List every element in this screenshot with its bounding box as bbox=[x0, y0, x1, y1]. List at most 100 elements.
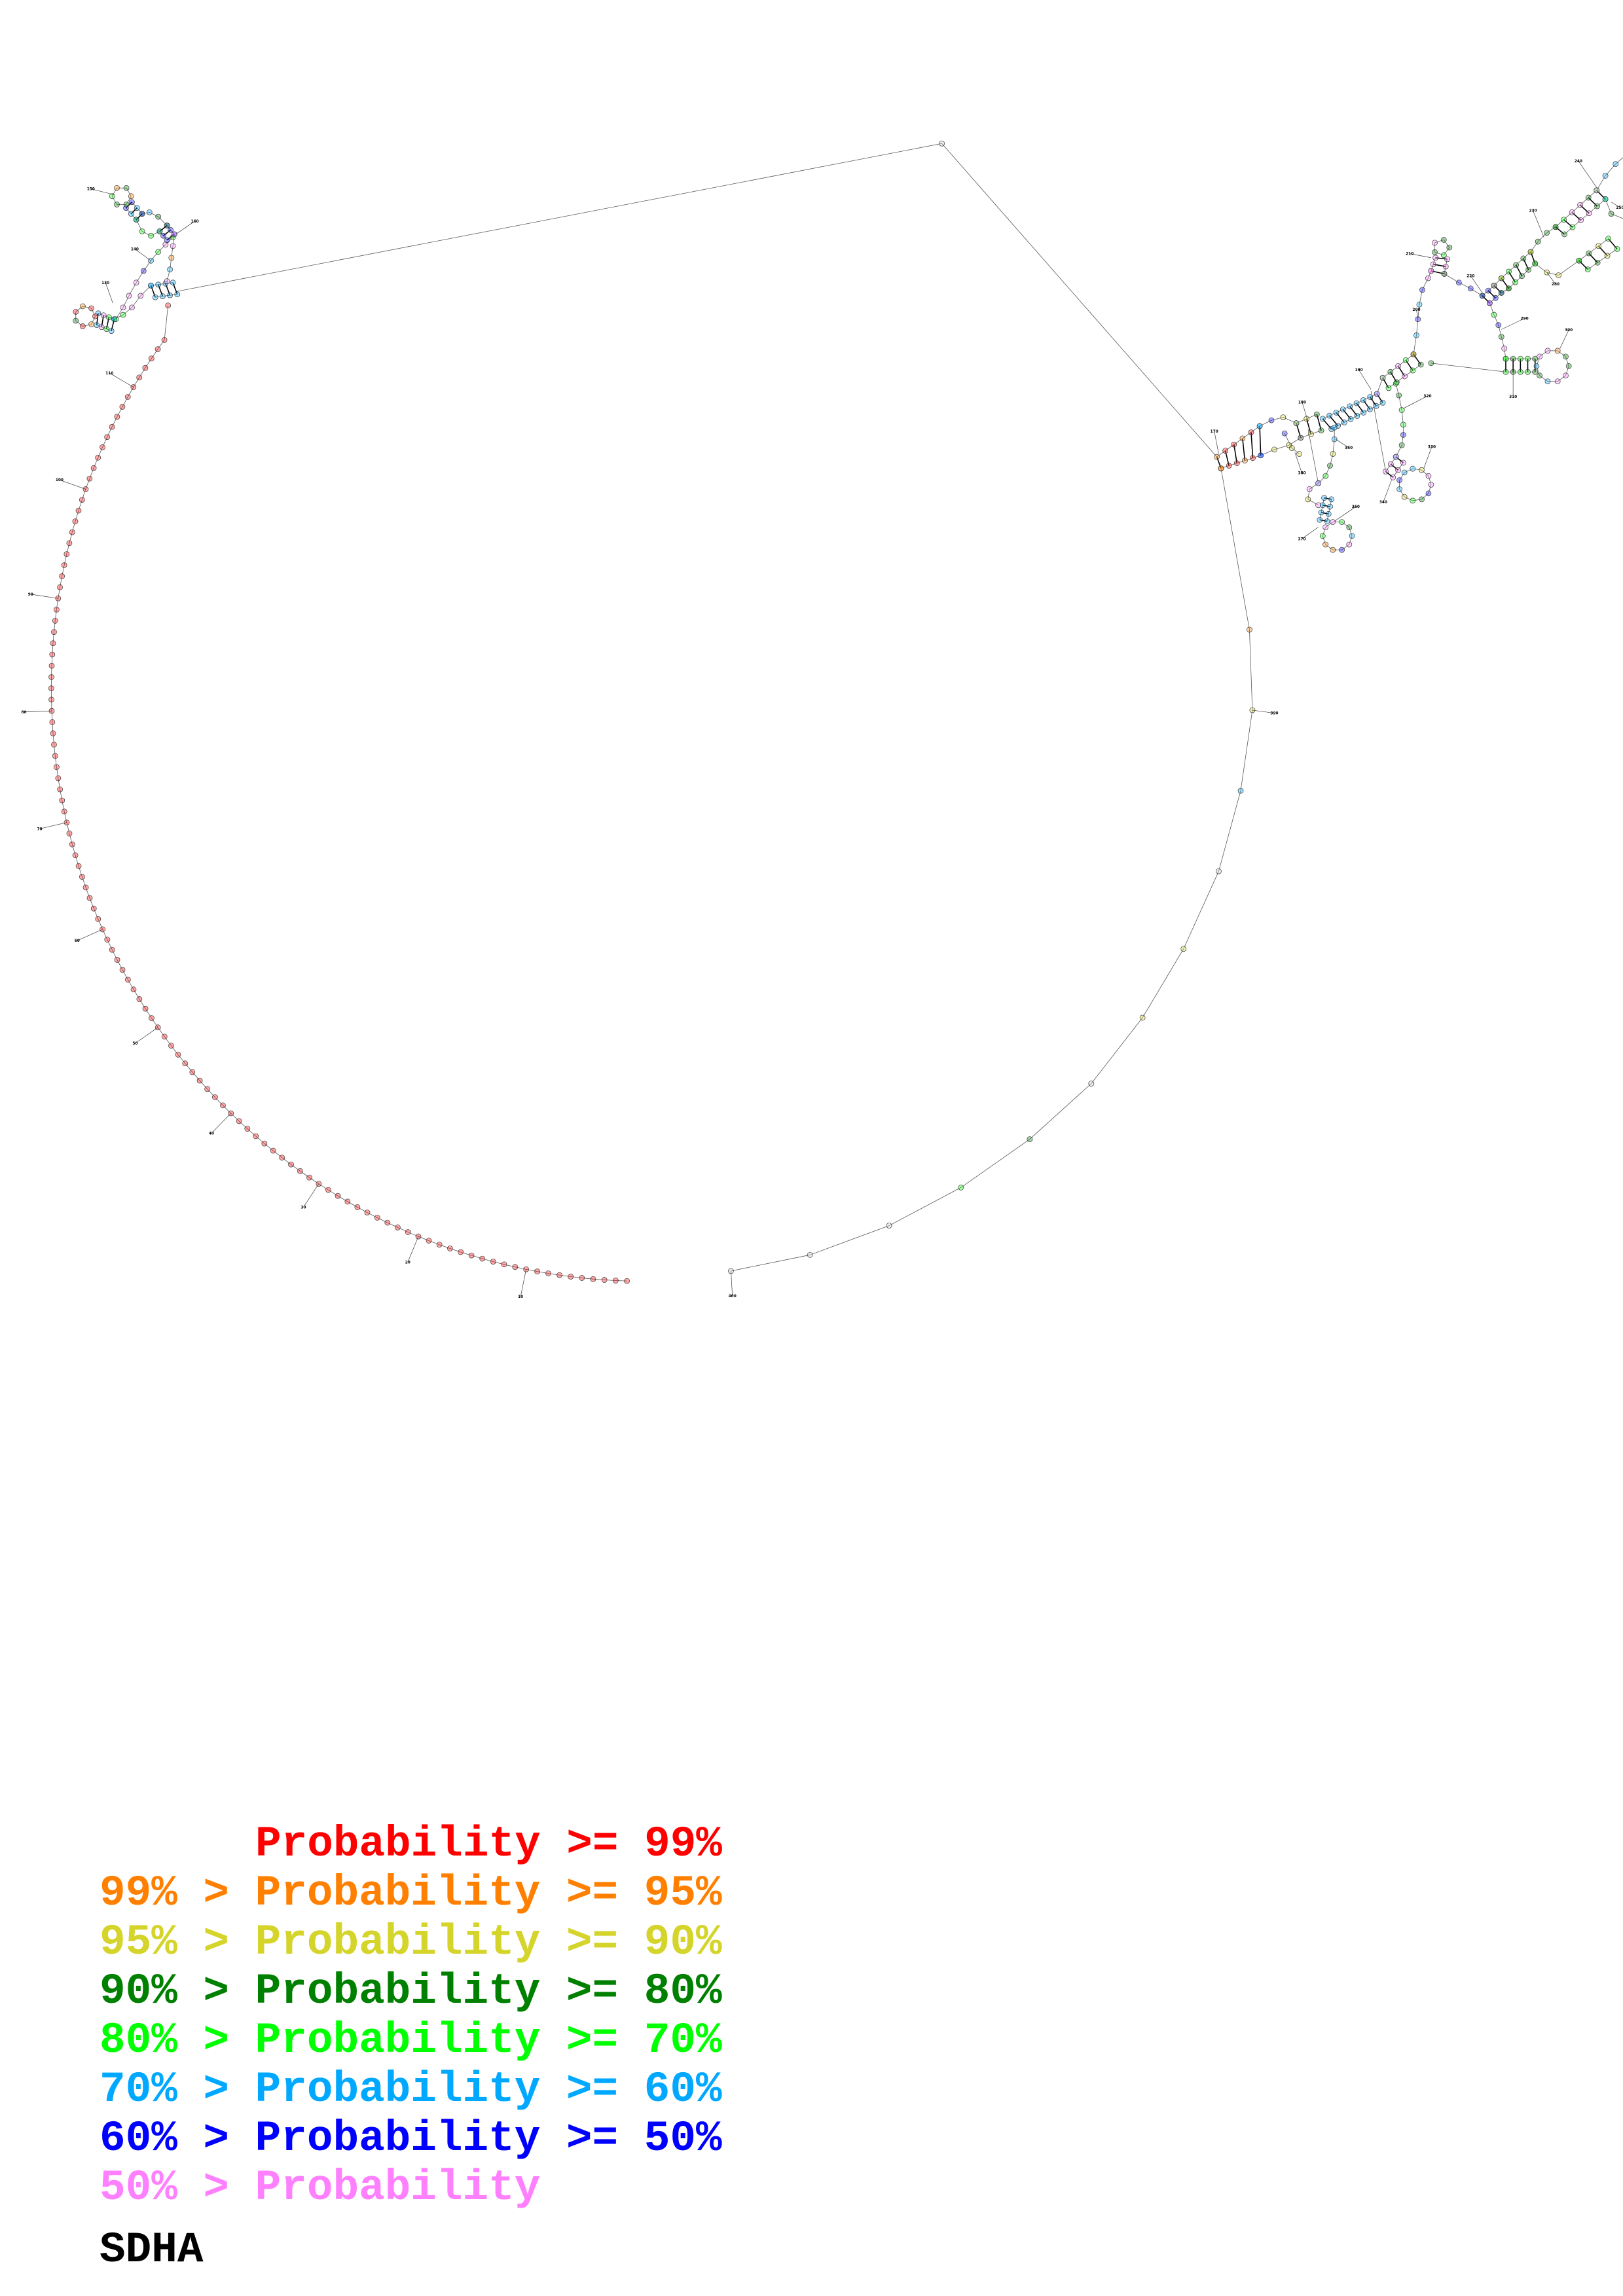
nucleotide bbox=[1237, 787, 1244, 794]
nucleotide bbox=[90, 465, 97, 471]
backbone-segment bbox=[1349, 535, 1353, 545]
nucleotide bbox=[1288, 445, 1295, 451]
backbone-segment bbox=[54, 609, 57, 621]
backbone-segment bbox=[1572, 220, 1581, 228]
backbone-segment bbox=[98, 447, 103, 458]
backbone-segment bbox=[418, 1236, 429, 1241]
nucleotide bbox=[1596, 243, 1602, 249]
nucleotide bbox=[807, 1251, 813, 1258]
label-leader-line bbox=[1383, 480, 1392, 503]
nucleotide bbox=[126, 293, 132, 299]
legend-row: 95% > Probability >= 90% bbox=[100, 1921, 722, 1964]
nucleotide bbox=[1569, 209, 1575, 215]
nucleotide bbox=[624, 1278, 630, 1284]
nucleotide bbox=[164, 237, 170, 243]
position-label: 380 bbox=[1298, 472, 1305, 476]
backbone-segment bbox=[593, 1278, 605, 1280]
backbone-segment bbox=[272, 1150, 282, 1158]
position-label: 180 bbox=[1298, 401, 1306, 405]
backbone-segment bbox=[1571, 204, 1580, 213]
nucleotide bbox=[1608, 211, 1614, 217]
backbone-segment bbox=[54, 744, 56, 756]
backbone-segment bbox=[1470, 288, 1483, 296]
nucleotide bbox=[1432, 240, 1438, 246]
nucleotide bbox=[129, 199, 135, 206]
nucleotide bbox=[1402, 373, 1408, 380]
nucleotide bbox=[79, 303, 86, 310]
nucleotide bbox=[1367, 406, 1373, 412]
legend-row: 60% > Probability >= 50% bbox=[100, 2117, 722, 2161]
base-pair bbox=[1382, 377, 1389, 389]
nucleotide bbox=[1330, 547, 1336, 553]
base-pair bbox=[101, 315, 104, 327]
position-label: 110 bbox=[105, 372, 113, 376]
backbone-segment bbox=[1564, 226, 1573, 235]
nucleotide bbox=[1328, 426, 1335, 432]
backbone-segment bbox=[1515, 276, 1522, 283]
backbone-segment bbox=[1399, 472, 1405, 480]
nucleotide bbox=[1281, 430, 1288, 437]
backbone-segment bbox=[1493, 278, 1502, 286]
backbone-segment bbox=[1555, 219, 1564, 228]
nucleotide bbox=[1341, 420, 1347, 425]
nucleotide bbox=[82, 884, 89, 891]
backbone-segment bbox=[230, 1113, 240, 1122]
backbone-segment bbox=[98, 313, 104, 316]
base-pair bbox=[1324, 497, 1332, 500]
base-pair bbox=[1395, 456, 1404, 463]
backbone-segment bbox=[56, 598, 59, 610]
base-pair bbox=[96, 313, 99, 325]
nucleotide bbox=[1498, 290, 1504, 296]
label-leader-line bbox=[90, 188, 115, 195]
backbone-segment bbox=[52, 722, 54, 734]
nucleotide bbox=[1578, 217, 1584, 223]
backbone-segment bbox=[1329, 412, 1337, 416]
backbone-segment bbox=[1412, 468, 1422, 471]
label-leader-line bbox=[1302, 527, 1319, 539]
backbone-segment bbox=[1296, 418, 1307, 423]
position-label: 230 bbox=[1529, 209, 1537, 213]
backbone-segment bbox=[81, 489, 86, 500]
backbone-segment bbox=[1413, 335, 1417, 355]
base-pair bbox=[1349, 406, 1358, 416]
base-pair bbox=[1390, 463, 1399, 471]
nucleotide bbox=[128, 211, 134, 217]
nucleotide bbox=[1330, 519, 1336, 525]
backbone-segment bbox=[1283, 417, 1297, 423]
backbone-segment bbox=[215, 1097, 223, 1106]
backbone-segment bbox=[1539, 350, 1548, 357]
backbone-segment bbox=[1404, 468, 1413, 473]
backbone-segment bbox=[78, 866, 82, 877]
backbone-segment bbox=[111, 949, 118, 960]
nucleotide bbox=[48, 662, 55, 669]
backbone-segment bbox=[139, 999, 146, 1009]
nucleotide bbox=[92, 313, 98, 319]
nucleotide bbox=[160, 232, 166, 239]
nucleotide bbox=[1139, 1014, 1146, 1021]
label-leader-line bbox=[175, 221, 195, 235]
nucleotide bbox=[1428, 268, 1434, 274]
backbone-segment bbox=[1530, 241, 1539, 253]
nucleotide bbox=[384, 1219, 391, 1226]
nucleotide bbox=[120, 304, 126, 311]
nucleotide bbox=[1331, 436, 1338, 442]
nucleotide bbox=[55, 775, 62, 781]
nucleotide bbox=[1286, 442, 1292, 448]
nucleotide bbox=[1330, 451, 1336, 457]
backbone-segment bbox=[264, 1143, 274, 1151]
label-leader-line bbox=[1423, 446, 1432, 469]
backbone-segment bbox=[1382, 371, 1391, 378]
nucleotide bbox=[54, 606, 60, 613]
nucleotide bbox=[114, 185, 120, 191]
nucleotide bbox=[1440, 252, 1447, 259]
label-leader-line bbox=[135, 1027, 158, 1044]
backbone-segment bbox=[1396, 376, 1405, 383]
nucleotide bbox=[1280, 414, 1286, 420]
nucleotide bbox=[1401, 469, 1408, 476]
backbone-segment bbox=[1444, 266, 1446, 274]
nucleotide bbox=[1317, 516, 1323, 523]
nucleotide bbox=[148, 232, 154, 239]
legend-label: Probability >= 60% bbox=[255, 2065, 722, 2114]
backbone-segment bbox=[145, 1008, 152, 1018]
position-label: 360 bbox=[1352, 505, 1360, 509]
